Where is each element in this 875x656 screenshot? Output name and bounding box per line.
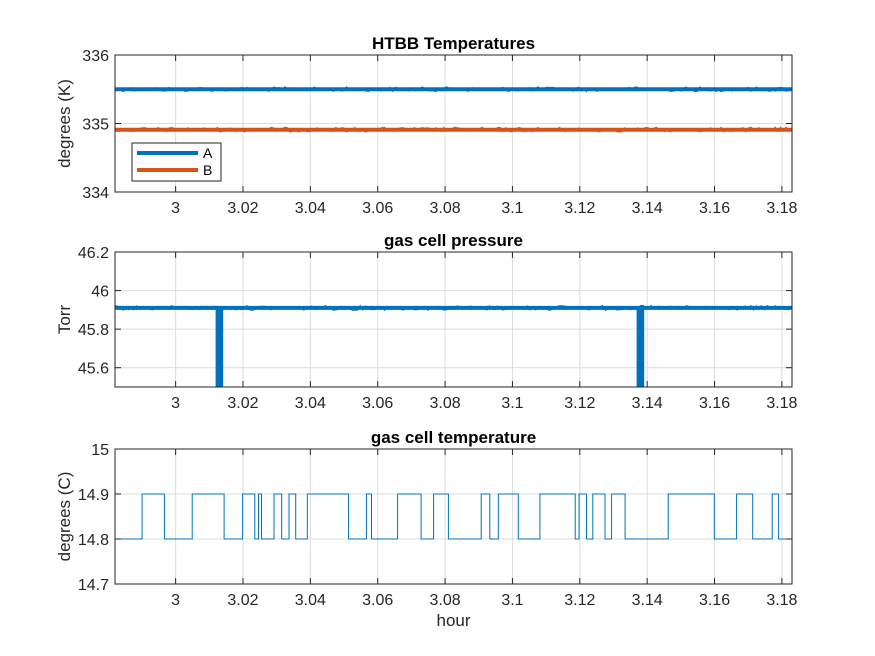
pressure-dropout <box>636 307 645 387</box>
series-noise <box>115 86 792 93</box>
y-tick-label: 334 <box>82 185 109 202</box>
y-tick-label: 14.9 <box>78 487 109 504</box>
axes-box <box>114 448 793 585</box>
y-tick-label: 45.6 <box>78 361 109 378</box>
x-tick-label: 3.18 <box>766 200 797 217</box>
chart-title: gas cell temperature <box>371 428 536 447</box>
x-tick-label: 3.1 <box>501 395 523 412</box>
panel-1: 3 3.02 3.04 3.06 3.08 3.1 3.12 3.14 3.16 3.18 334 3… <box>55 34 798 217</box>
x-tick-label: 3.02 <box>227 592 258 609</box>
axes-box <box>114 251 793 388</box>
legend: AB <box>131 142 222 182</box>
legend-box <box>131 142 222 182</box>
x-tick-label: 3.12 <box>564 395 595 412</box>
y-tick-label: 335 <box>82 117 109 134</box>
data-layer <box>115 86 792 133</box>
x-tick-label: 3.06 <box>362 200 393 217</box>
x-tick-label: 3.08 <box>430 395 461 412</box>
y-tick-label: 336 <box>82 48 109 65</box>
x-tick-label: 3 <box>171 395 180 412</box>
y-tick-label: 15 <box>91 442 109 459</box>
chart-title: HTBB Temperatures <box>372 34 535 53</box>
x-tick-label: 3.02 <box>227 395 258 412</box>
chart-title: gas cell pressure <box>384 231 523 250</box>
x-tick-label: 3.14 <box>632 592 663 609</box>
x-tick-label: 3.04 <box>295 395 326 412</box>
x-tick-label: 3.04 <box>295 592 326 609</box>
x-tick-label: 3.12 <box>564 592 595 609</box>
y-tick-label: 45.8 <box>78 322 109 339</box>
y-axis-label: degrees (K) <box>55 79 74 168</box>
panel-3: 3 3.02 3.04 3.06 3.08 3.1 3.12 3.14 3.16 3.18 14.7… <box>55 428 798 630</box>
x-tick-label: 3.06 <box>362 395 393 412</box>
x-tick-label: 3.16 <box>699 592 730 609</box>
x-tick-label: 3.1 <box>501 592 523 609</box>
x-tick-label: 3.12 <box>564 200 595 217</box>
x-tick-label: 3 <box>171 200 180 217</box>
data-layer <box>115 304 792 387</box>
legend-label-A: A <box>203 145 213 161</box>
y-tick-label: 46 <box>91 284 109 301</box>
panel-2: 3 3.02 3.04 3.06 3.08 3.1 3.12 3.14 3.16 3.18 45.6… <box>55 231 798 412</box>
x-tick-label: 3.18 <box>766 395 797 412</box>
legend-label-B: B <box>203 162 212 178</box>
x-tick-label: 3.14 <box>632 200 663 217</box>
x-axis-label: hour <box>436 611 470 630</box>
x-tick-label: 3.1 <box>501 200 523 217</box>
x-tick-label: 3.16 <box>699 395 730 412</box>
x-tick-label: 3.16 <box>699 200 730 217</box>
x-tick-label: 3.04 <box>295 200 326 217</box>
y-axis-label: Torr <box>55 305 74 335</box>
x-tick-label: 3.02 <box>227 200 258 217</box>
series-line <box>115 493 792 540</box>
x-tick-label: 3.18 <box>766 592 797 609</box>
series-noise <box>115 304 792 312</box>
pressure-dropout <box>215 307 224 387</box>
y-tick-label: 14.7 <box>78 577 109 594</box>
x-tick-label: 3.06 <box>362 592 393 609</box>
x-tick-label: 3.14 <box>632 395 663 412</box>
data-layer <box>115 493 792 540</box>
x-tick-label: 3.08 <box>430 592 461 609</box>
y-axis-label: degrees (C) <box>55 472 74 562</box>
series-noise <box>115 126 792 133</box>
plot-area <box>115 252 792 387</box>
y-tick-label: 14.8 <box>78 532 109 549</box>
y-tick-label: 46.2 <box>78 245 109 262</box>
x-tick-label: 3 <box>171 592 180 609</box>
x-tick-label: 3.08 <box>430 200 461 217</box>
plot-area <box>115 449 792 584</box>
